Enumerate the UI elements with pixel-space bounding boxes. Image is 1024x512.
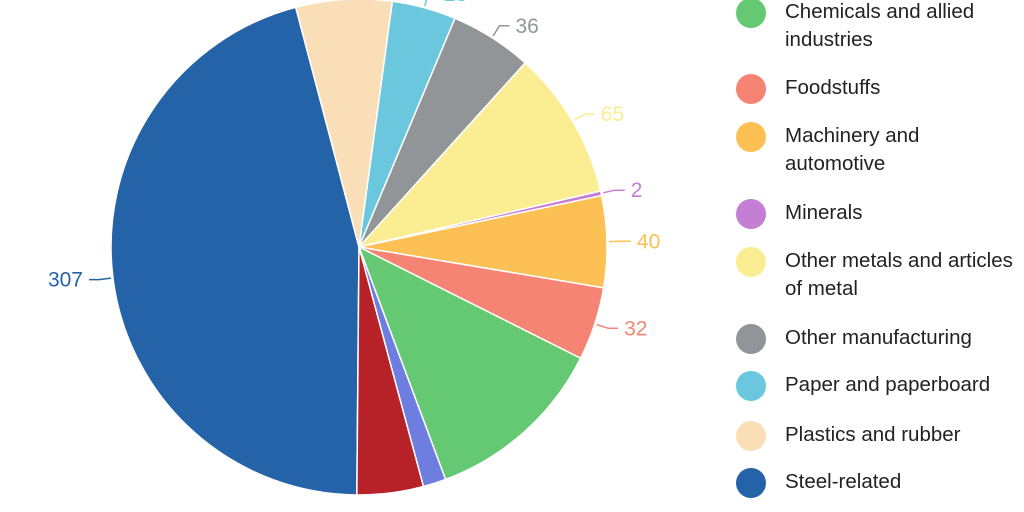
legend-label: Chemicals and allied industries: [785, 0, 975, 51]
legend-swatch: [736, 468, 766, 498]
legend-swatch: [736, 421, 766, 451]
legend-label: Paper and paperboard: [785, 373, 991, 396]
pie-slices: [110, 0, 608, 496]
legend-label: Steel-related: [785, 470, 902, 493]
legend-swatch: [736, 371, 766, 401]
legend-swatch: [736, 0, 766, 28]
leader-line-steel-related: [89, 277, 111, 281]
data-label-other-metals-and-articles-of-metal: 65: [601, 103, 624, 126]
data-label-minerals: 2: [631, 179, 643, 202]
legend-label: Plastics and rubber: [785, 423, 961, 446]
legend-label: Other manufacturing: [785, 326, 972, 349]
data-labels: 307 28 36 65 2 40 32: [48, 0, 660, 340]
legend-label: Other metals and articles of metal: [785, 249, 1013, 300]
pie-slice-other-metals-and-articles-of-metal-4[interactable]: [358, 62, 602, 248]
legend: Chemicals and allied industries Foodstuff…: [736, 0, 1024, 512]
pie-slice-unlabeled-10[interactable]: [356, 246, 425, 496]
legend-swatch: [736, 324, 766, 354]
leader-line-foodstuffs: [596, 323, 619, 330]
leader-line-other-manufacturing: [492, 25, 510, 37]
pie-slice-chemicals-and-allied-industries-8[interactable]: [358, 246, 582, 481]
data-label-foodstuffs: 32: [624, 317, 647, 340]
data-label-other-manufacturing: 36: [516, 15, 539, 38]
label-leader-lines: [89, 0, 631, 330]
leader-line-other-metals-and-articles-of-metal: [574, 113, 595, 121]
leader-line-paper-and-paperboard: [424, 0, 428, 6]
legend-swatch: [736, 122, 766, 152]
legend-swatch: [736, 74, 766, 104]
legend-label: Machinery and automotive: [785, 124, 920, 175]
data-label-paper-and-paperboard: 28: [444, 0, 467, 6]
leader-line-minerals: [602, 189, 625, 194]
legend-label: Minerals: [785, 201, 863, 224]
legend-swatch: [736, 247, 766, 277]
legend-swatch: [736, 199, 766, 229]
data-label-machinery-and-automotive: 40: [637, 230, 660, 253]
data-label-steel-related: 307: [48, 269, 83, 292]
legend-label: Foodstuffs: [785, 76, 881, 99]
pie-slice-steel-related-0[interactable]: [110, 6, 360, 496]
